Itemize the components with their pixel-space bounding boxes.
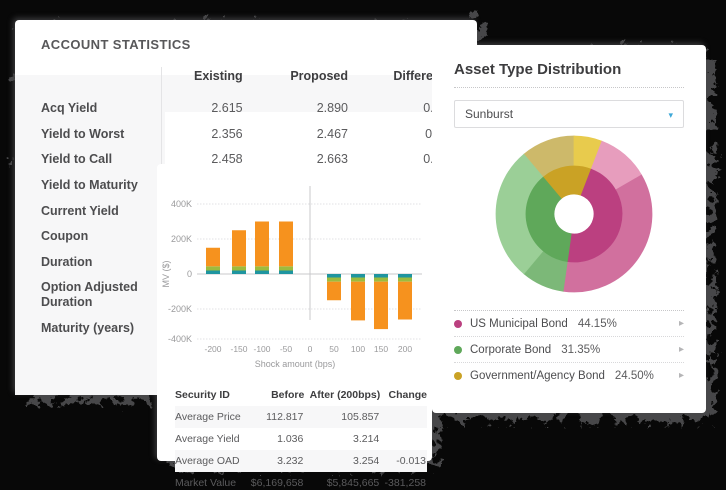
svg-text:-400K: -400K bbox=[168, 334, 192, 344]
svg-text:0: 0 bbox=[308, 344, 313, 354]
svg-text:50: 50 bbox=[329, 344, 339, 354]
svg-text:-200K: -200K bbox=[168, 304, 192, 314]
svg-text:-200: -200 bbox=[204, 344, 221, 354]
svg-text:0: 0 bbox=[187, 269, 192, 279]
svg-text:-150: -150 bbox=[230, 344, 247, 354]
svg-text:150: 150 bbox=[374, 344, 388, 354]
svg-text:200K: 200K bbox=[171, 234, 192, 244]
svg-text:400K: 400K bbox=[171, 199, 192, 209]
svg-text:-100: -100 bbox=[253, 344, 270, 354]
svg-text:200: 200 bbox=[398, 344, 412, 354]
svg-text:MV ($): MV ($) bbox=[161, 260, 171, 287]
svg-text:-50: -50 bbox=[280, 344, 293, 354]
svg-text:100: 100 bbox=[351, 344, 365, 354]
